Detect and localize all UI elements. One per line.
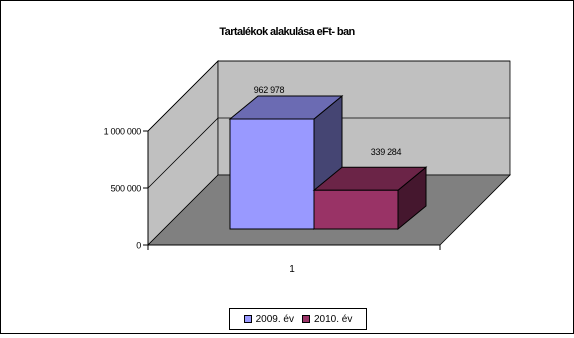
chart-plot: Tartalékok alakulása eFt- ban 0 500 000 1 … xyxy=(104,26,511,275)
gridline xyxy=(147,60,510,132)
chart-title: Tartalékok alakulása eFt- ban xyxy=(219,26,355,38)
value-axis: 0 500 000 1 000 000 xyxy=(104,127,441,251)
bar-1 xyxy=(313,189,399,230)
data-labels: 962 978 339 284 xyxy=(254,85,402,157)
legend-item-2010: 2010. év xyxy=(302,314,352,325)
y-tick-label: 1 000 000 xyxy=(104,127,142,137)
bars xyxy=(228,94,428,231)
category-label: 1 xyxy=(289,264,295,275)
legend-swatch-2010 xyxy=(302,315,310,323)
y-tick-label: 500 000 xyxy=(111,184,142,194)
legend-label-2010: 2010. év xyxy=(314,313,353,325)
data-label-0: 962 978 xyxy=(254,85,285,95)
gridlines xyxy=(147,60,510,189)
y-tick-label: 0 xyxy=(136,241,141,251)
legend: 2009. év 2010. év xyxy=(229,308,367,330)
legend-item-2009: 2009. év xyxy=(243,313,294,325)
bar-0 xyxy=(229,118,315,230)
gridline xyxy=(147,117,510,189)
data-label-1: 339 284 xyxy=(371,147,402,157)
legend-label-2009: 2009. év xyxy=(255,313,294,325)
legend-swatch-2009 xyxy=(243,315,252,323)
